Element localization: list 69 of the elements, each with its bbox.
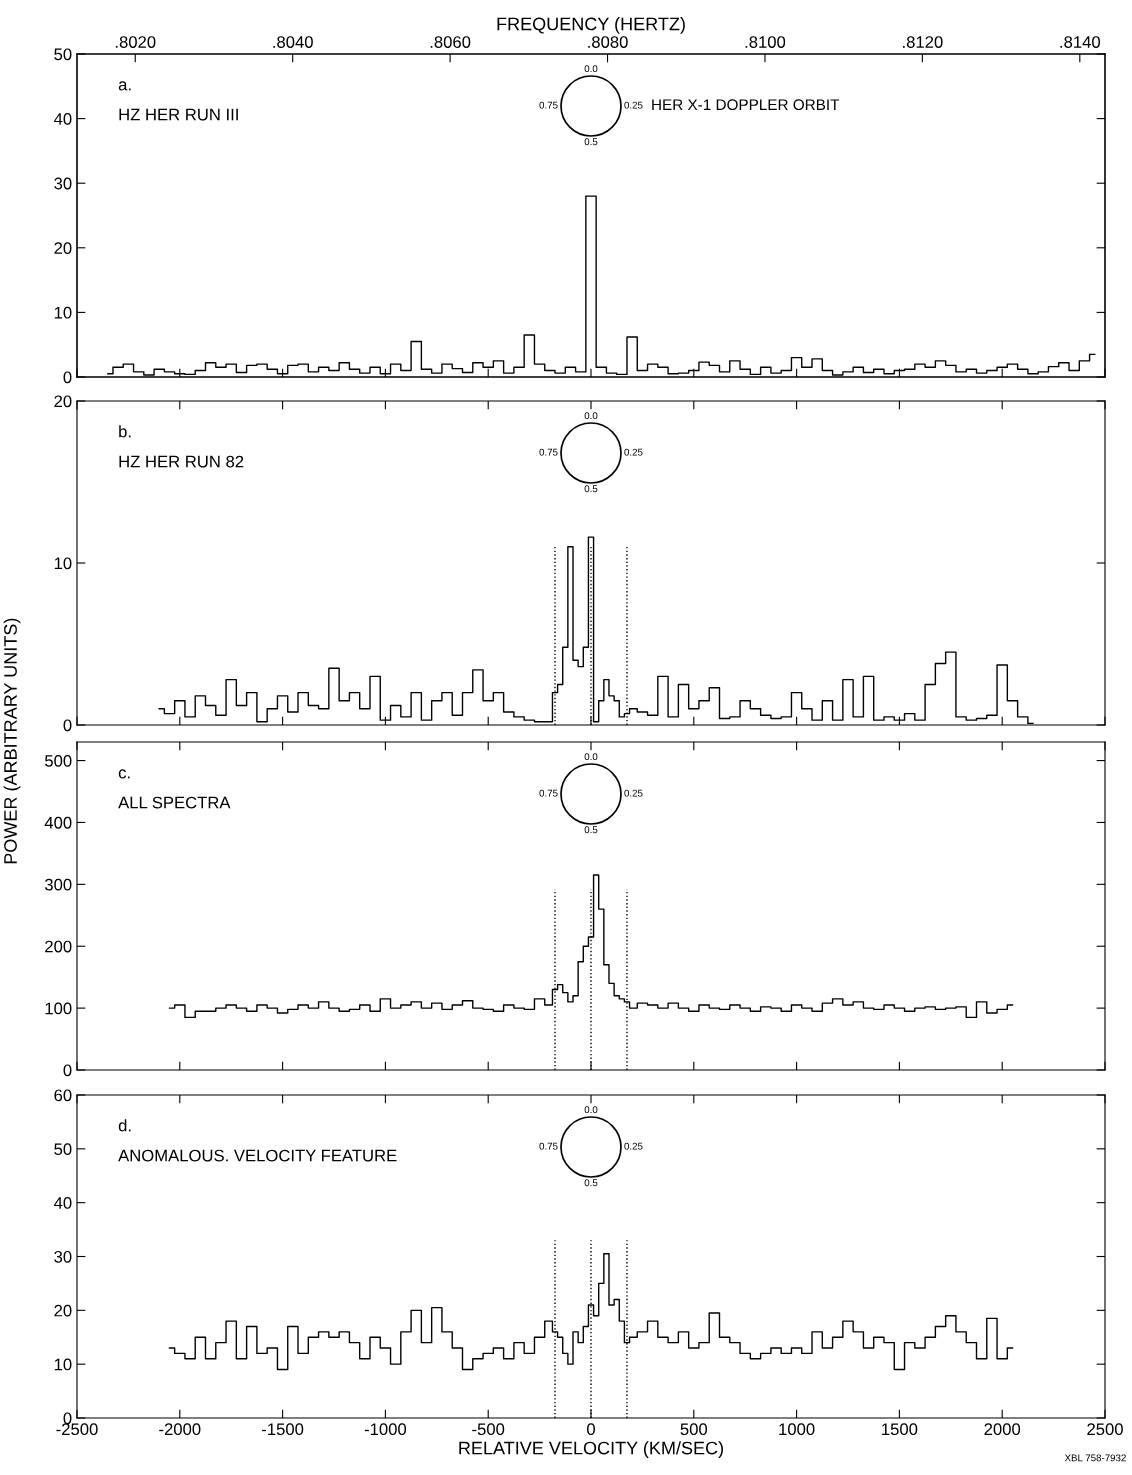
annotation: ANOMALOUS. VELOCITY FEATURE — [118, 1149, 397, 1162]
y-tick-label: 200 — [45, 940, 72, 953]
x2-tick-label: .8140 — [1060, 36, 1101, 48]
x-tick-label: -500 — [472, 1423, 505, 1436]
annotation: 0.25 — [624, 101, 643, 109]
annotation: b. — [119, 425, 131, 438]
y-tick-label: 30 — [54, 177, 72, 190]
annotation: ALL SPECTRA — [118, 796, 231, 809]
x-tick-label: 1000 — [779, 1423, 815, 1436]
annotation: a. — [118, 81, 131, 91]
annotation: 0.25 — [624, 448, 643, 456]
y-tick-label: 0 — [63, 719, 72, 732]
y-tick-label: 20 — [54, 1304, 72, 1317]
x-tick-label: 0 — [587, 1423, 595, 1436]
y-tick-label: 0 — [63, 1064, 72, 1077]
annotation: 0.5 — [584, 826, 598, 834]
annotation: 0.5 — [584, 485, 598, 493]
annotation: 0.0 — [584, 1106, 598, 1114]
annotation: 0.75 — [539, 789, 558, 797]
y-tick-label: 10 — [54, 1358, 72, 1371]
text: XBL 758-7932 — [1064, 1454, 1126, 1462]
x-axis-title: RELATIVE VELOCITY (KM/SEC) — [459, 1441, 723, 1458]
annotation: 0.5 — [584, 138, 598, 146]
annotation: HZ HER RUN III — [119, 108, 238, 121]
annotation: 0.5 — [584, 1179, 598, 1187]
y-tick-label: 10 — [54, 306, 72, 319]
y-tick-label: 20 — [54, 242, 72, 254]
y-tick-label: 40 — [53, 113, 72, 125]
x2-tick-label: .8060 — [430, 36, 471, 48]
y-tick-label: 50 — [54, 1143, 72, 1156]
y-tick-label: 500 — [45, 754, 72, 767]
x-tick-label: -2000 — [159, 1423, 201, 1436]
annotation: 0.0 — [584, 412, 598, 420]
annotation: 0.25 — [624, 1142, 643, 1150]
y-tick-label: 30 — [54, 1250, 72, 1263]
x-tick-label: 2000 — [984, 1423, 1021, 1436]
annotation: 0.25 — [624, 789, 643, 797]
y-tick-label: 20 — [54, 395, 72, 408]
y-tick-label: 0 — [63, 371, 72, 384]
x2-tick-label: .8100 — [745, 36, 786, 48]
x-tick-label: -2500 — [56, 1423, 98, 1436]
annotation: 0.0 — [584, 753, 598, 761]
annotation: 0.75 — [539, 448, 558, 456]
y-tick-label: 40 — [53, 1197, 72, 1209]
y-tick-label: 400 — [44, 816, 72, 829]
y-tick-label: 10 — [54, 557, 72, 570]
x-tick-label: -1500 — [262, 1423, 304, 1436]
annotation: d. — [118, 1119, 131, 1132]
y-tick-label: 0 — [63, 1412, 72, 1425]
x-tick-label: -1000 — [364, 1423, 407, 1436]
x2-axis-title: FREQUENCY (HERTZ) — [497, 17, 685, 34]
annotation: HER X-1 DOPPLER ORBIT — [652, 99, 840, 111]
x2-tick-label: .8080 — [588, 36, 628, 48]
x2-tick-label: .8020 — [115, 36, 156, 48]
y-axis-title: POWER (ARBITRARY UNITS) — [3, 618, 21, 864]
y-tick-label: 100 — [45, 1002, 72, 1015]
x2-tick-label: .8040 — [273, 36, 313, 48]
x-tick-label: 2500 — [1087, 1423, 1123, 1436]
annotation: 0.75 — [539, 1142, 558, 1150]
y-tick-label: 60 — [54, 1089, 72, 1102]
annotation: HZ HER RUN 82 — [119, 455, 244, 468]
y-tick-label: 50 — [54, 48, 72, 61]
annotation: 0.0 — [584, 65, 598, 73]
annotation: 0.75 — [539, 101, 558, 109]
annotation: c. — [118, 769, 130, 779]
x-tick-label: 1500 — [882, 1423, 918, 1436]
y-tick-label: 300 — [44, 878, 72, 891]
x-tick-label: 500 — [680, 1423, 708, 1436]
x2-tick-label: .8120 — [903, 36, 943, 48]
